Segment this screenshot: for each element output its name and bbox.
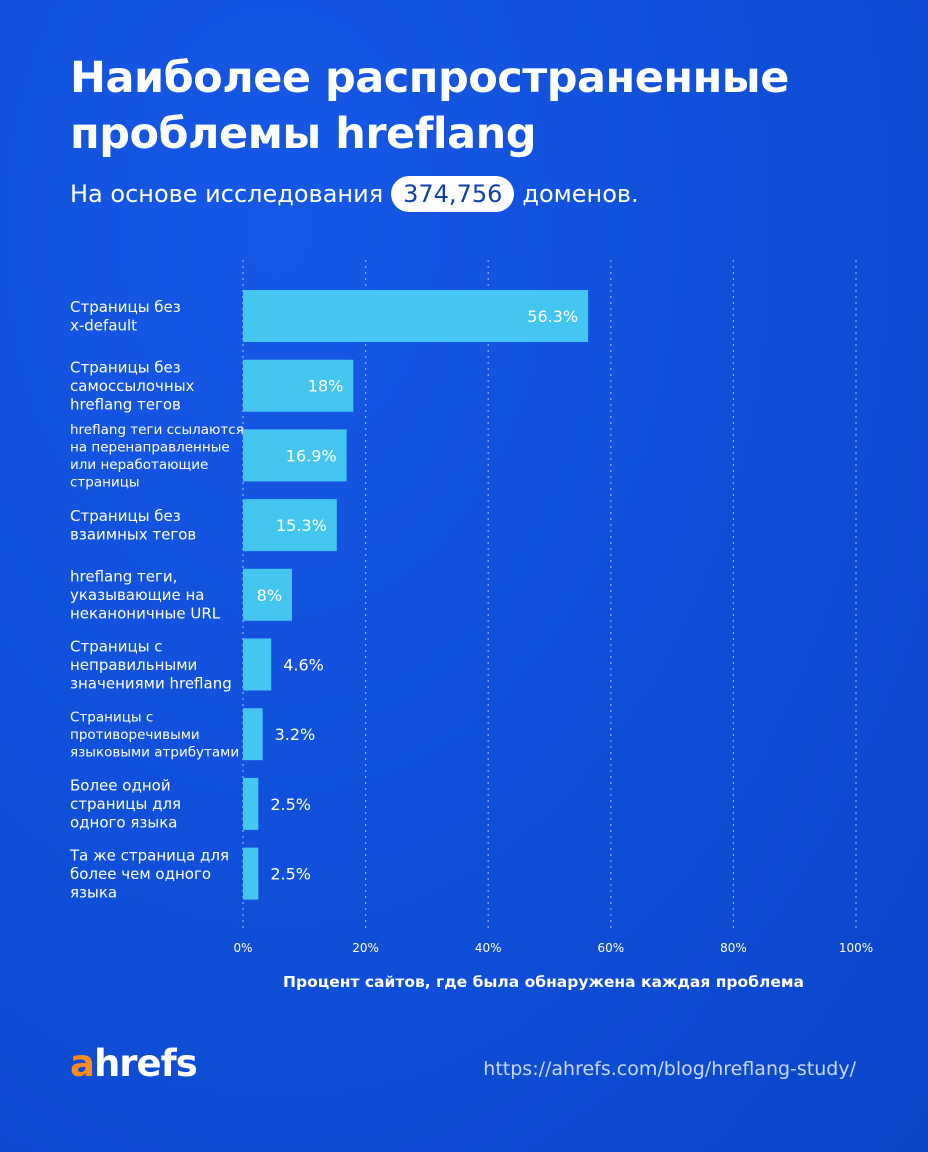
category-label: Страницы без самоссылочных hreflang тегов	[70, 358, 195, 413]
data-label: 2.5%	[270, 795, 311, 814]
x-tick-label: 40%	[475, 941, 502, 955]
bar	[243, 429, 347, 482]
x-tick-label: 0%	[233, 941, 252, 955]
category-label: hreflang теги ссылаются на перенаправленн…	[70, 422, 244, 491]
subtitle-suffix: доменов.	[522, 180, 639, 208]
bar	[243, 290, 589, 342]
ahrefs-logo: ahrefs	[70, 1040, 198, 1088]
data-label: 3.2%	[275, 725, 316, 744]
source-url: https://ahrefs.com/blog/hreflang-study/	[483, 1058, 856, 1080]
subtitle: На основе исследования 374,756 доменов.	[70, 174, 639, 214]
category-label: Страницы без взаимных тегов	[70, 507, 196, 543]
logo-letter-a: a	[70, 1042, 95, 1085]
data-label: 16.9%	[286, 446, 337, 465]
x-axis-title: Процент сайтов, где была обнаружена кажд…	[283, 973, 804, 991]
x-tick-label: 100%	[839, 941, 873, 955]
x-tick-label: 80%	[720, 941, 747, 955]
bar	[243, 708, 263, 761]
domain-count-badge: 374,756	[391, 176, 515, 212]
data-label: 56.3%	[527, 307, 578, 326]
category-label: Страницы с неправильными значениями hrefla…	[70, 637, 232, 692]
title-line-1: Наиболее распространенные	[70, 53, 789, 103]
bar	[243, 638, 272, 691]
data-label: 15.3%	[276, 516, 327, 535]
category-label: Та же страница для более чем одного языка	[69, 846, 229, 901]
data-label: 8%	[257, 586, 282, 605]
title-line-2: проблемы hreflang	[70, 109, 537, 159]
logo-text: hrefs	[93, 1042, 198, 1085]
category-label: Страницы с противоречивыми языковыми атриб…	[70, 709, 239, 760]
data-label: 4.6%	[283, 656, 324, 675]
bar	[243, 847, 259, 900]
x-tick-label: 20%	[352, 941, 379, 955]
bar	[243, 359, 354, 412]
x-tick-label: 60%	[597, 941, 624, 955]
category-label: hreflang теги, указывающие на неканоничные…	[70, 568, 221, 623]
bar	[243, 777, 259, 830]
bar	[243, 568, 293, 621]
category-label: Более одной страницы для одного языка	[70, 777, 181, 832]
data-label: 18%	[308, 377, 344, 396]
page-title: Наиболее распространенные проблемы hrefl…	[70, 50, 870, 162]
bar-chart: 0% 20% 40% 60% 80% 100% Страницы без x-default 5…	[69, 260, 873, 991]
bar	[243, 499, 337, 552]
data-label: 2.5%	[270, 865, 311, 884]
subtitle-prefix: На основе исследования	[70, 180, 384, 208]
category-label: Страницы без x-default	[70, 298, 181, 335]
